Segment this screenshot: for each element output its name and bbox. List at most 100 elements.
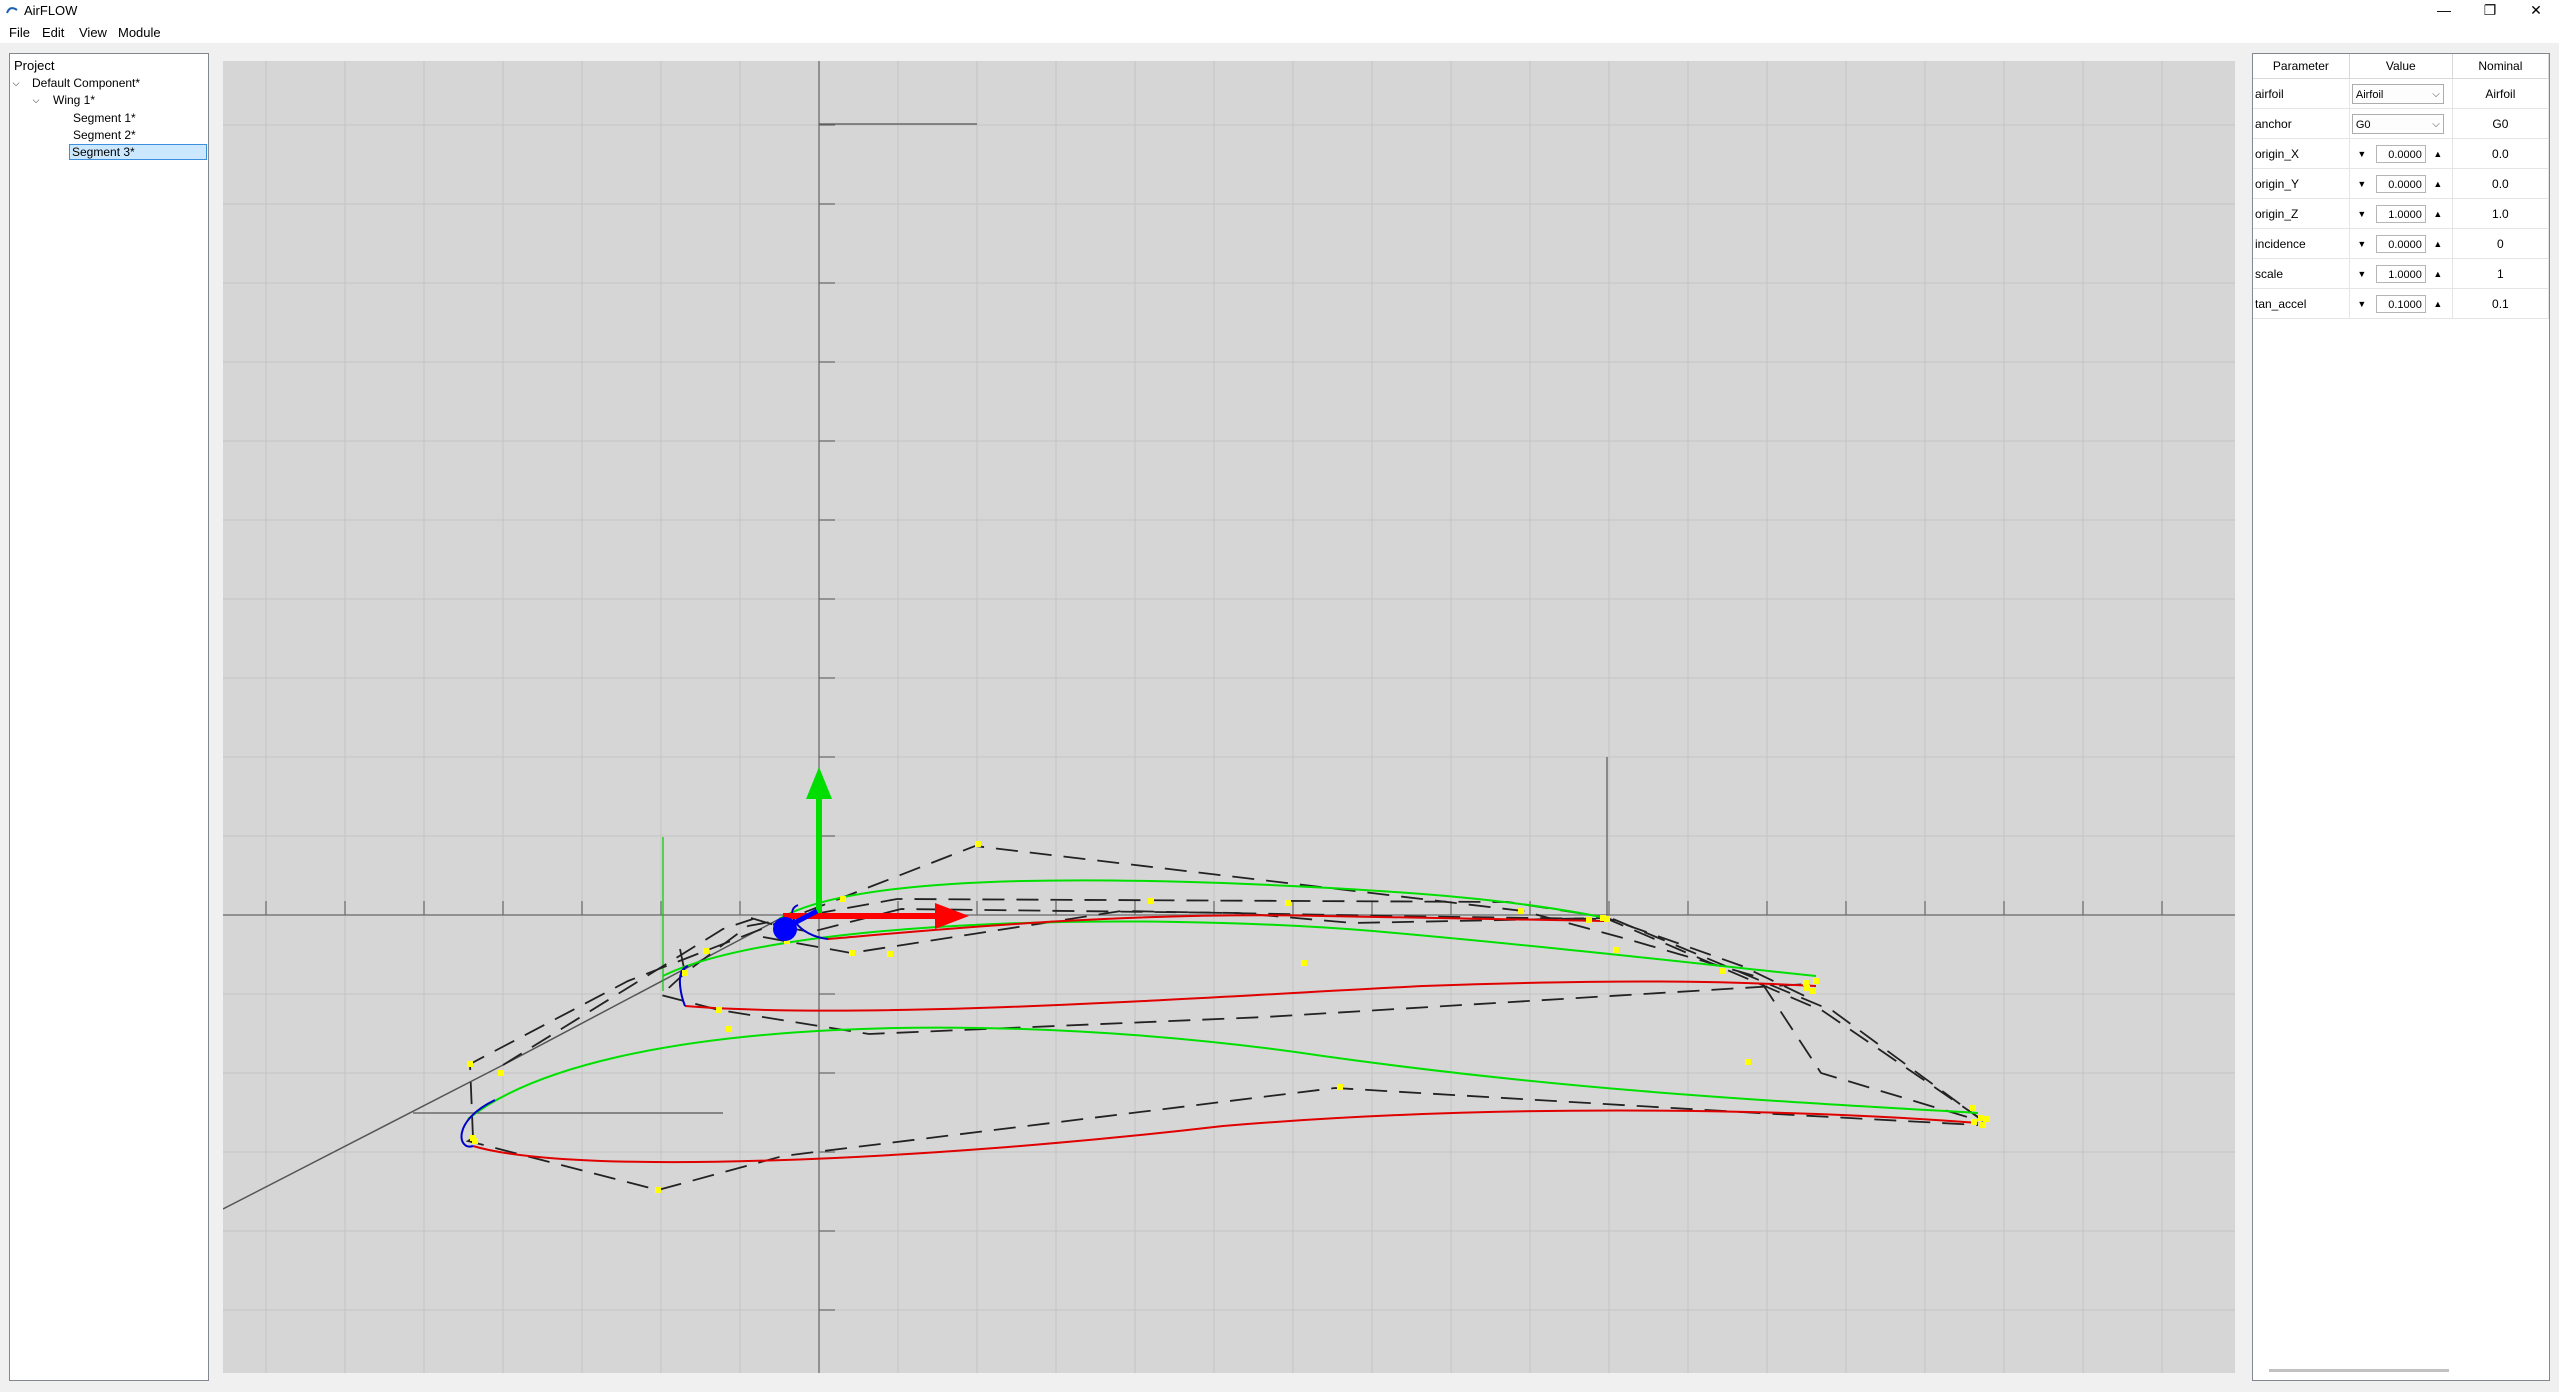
- column-header-parameter[interactable]: Parameter: [2253, 54, 2350, 79]
- control-point[interactable]: [1586, 917, 1592, 923]
- control-point[interactable]: [1518, 908, 1524, 914]
- chevron-down-icon[interactable]: ⌵: [32, 95, 40, 105]
- triangle-down-icon[interactable]: ▼: [2357, 298, 2367, 309]
- tan_accel-input[interactable]: 0.1000: [2375, 294, 2426, 313]
- tree-item-component[interactable]: Default Component*: [32, 76, 141, 90]
- triangle-up-icon[interactable]: ▲: [2433, 148, 2443, 159]
- param-row-origin_Y: origin_Y ▼ 0.0000 ▲ 0.0: [2253, 168, 2550, 199]
- menu-file[interactable]: File: [9, 25, 30, 40]
- control-point[interactable]: [716, 1007, 722, 1013]
- transform-gizmo[interactable]: [773, 767, 969, 941]
- control-point[interactable]: [1984, 1116, 1990, 1122]
- param-nominal: 0.0: [2452, 138, 2550, 169]
- triangle-down-icon[interactable]: ▼: [2357, 238, 2367, 249]
- param-nominal: 0: [2452, 228, 2550, 259]
- param-value-cell: ▼ 0.0000 ▲: [2349, 228, 2453, 259]
- control-point[interactable]: [1810, 988, 1816, 994]
- param-row-incidence: incidence ▼ 0.0000 ▲ 0: [2253, 228, 2550, 259]
- control-point[interactable]: [467, 1061, 473, 1067]
- control-point[interactable]: [726, 1026, 732, 1032]
- tree-item-segment-3[interactable]: Segment 3*: [69, 144, 207, 160]
- control-points[interactable]: [467, 841, 1990, 1193]
- param-name: anchor: [2253, 108, 2350, 139]
- tree-item-wing[interactable]: Wing 1*: [53, 93, 96, 107]
- airfoil-dropdown[interactable]: Airfoil ⌵: [2351, 83, 2444, 104]
- triangle-up-icon[interactable]: ▲: [2433, 298, 2443, 309]
- control-point[interactable]: [498, 1070, 504, 1076]
- origin_Z-input[interactable]: 1.0000: [2375, 204, 2426, 223]
- window-title: AirFLOW: [24, 3, 78, 18]
- chevron-down-icon: ⌵: [2432, 118, 2440, 130]
- column-header-nominal[interactable]: Nominal: [2452, 54, 2550, 79]
- 3d-viewport[interactable]: [223, 61, 2235, 1373]
- triangle-down-icon[interactable]: ▼: [2357, 148, 2367, 159]
- control-point[interactable]: [784, 938, 790, 944]
- control-point[interactable]: [1285, 900, 1291, 906]
- control-point[interactable]: [887, 951, 893, 957]
- gizmo-y-arrowhead[interactable]: [806, 767, 832, 799]
- param-row-scale: scale ▼ 1.0000 ▲ 1: [2253, 258, 2550, 289]
- tree-item-segment-1[interactable]: Segment 1*: [73, 111, 136, 125]
- menu-module[interactable]: Module: [118, 25, 161, 40]
- origin_X-input[interactable]: 0.0000: [2375, 144, 2426, 163]
- control-point[interactable]: [1337, 1084, 1343, 1090]
- gizmo-center[interactable]: [773, 917, 797, 941]
- tan_accel-spinbox[interactable]: ▼ 0.1000 ▲: [2352, 294, 2448, 314]
- control-point[interactable]: [1980, 1122, 1986, 1128]
- tree-item-segment-2[interactable]: Segment 2*: [73, 128, 136, 142]
- horizontal-scrollbar[interactable]: [2269, 1369, 2449, 1372]
- control-point[interactable]: [472, 1138, 478, 1144]
- column-header-value[interactable]: Value: [2349, 54, 2453, 79]
- control-point[interactable]: [1720, 968, 1726, 974]
- menu-edit[interactable]: Edit: [42, 25, 65, 40]
- triangle-down-icon[interactable]: ▼: [2357, 268, 2367, 279]
- scale-spinbox[interactable]: ▼ 1.0000 ▲: [2352, 264, 2448, 284]
- control-point[interactable]: [1803, 980, 1809, 986]
- incidence-input[interactable]: 0.0000: [2375, 234, 2426, 253]
- param-name: origin_Y: [2253, 168, 2350, 199]
- menu-view[interactable]: View: [79, 25, 107, 40]
- minimize-button[interactable]: —: [2437, 2, 2451, 18]
- control-point[interactable]: [840, 896, 846, 902]
- scale-input[interactable]: 1.0000: [2375, 264, 2426, 283]
- control-point[interactable]: [1970, 1105, 1976, 1111]
- restore-button[interactable]: ❐: [2483, 2, 2497, 18]
- control-point[interactable]: [703, 948, 709, 954]
- param-row-anchor: anchor G0 ⌵ G0: [2253, 108, 2550, 139]
- param-name: incidence: [2253, 228, 2350, 259]
- control-point[interactable]: [849, 950, 855, 956]
- origin_Y-input[interactable]: 0.0000: [2375, 174, 2426, 193]
- project-tree[interactable]: Project ⌵ Default Component* ⌵ Wing 1* S…: [9, 53, 209, 1381]
- param-value-cell: ▼ 1.0000 ▲: [2349, 258, 2453, 289]
- triangle-down-icon[interactable]: ▼: [2357, 178, 2367, 189]
- control-point[interactable]: [1301, 960, 1307, 966]
- origin_Z-spinbox[interactable]: ▼ 1.0000 ▲: [2352, 204, 2448, 224]
- param-value-cell: ▼ 0.0000 ▲: [2349, 168, 2453, 199]
- anchor-dropdown[interactable]: G0 ⌵: [2351, 113, 2444, 134]
- chevron-down-icon[interactable]: ⌵: [12, 78, 20, 88]
- triangle-up-icon[interactable]: ▲: [2433, 268, 2443, 279]
- gizmo-x-arrowhead[interactable]: [935, 903, 969, 929]
- control-point[interactable]: [975, 841, 981, 847]
- close-button[interactable]: ✕: [2530, 2, 2542, 18]
- incidence-spinbox[interactable]: ▼ 0.0000 ▲: [2352, 234, 2448, 254]
- control-point[interactable]: [1600, 915, 1606, 921]
- triangle-up-icon[interactable]: ▲: [2433, 208, 2443, 219]
- triangle-up-icon[interactable]: ▲: [2433, 238, 2443, 249]
- origin_Y-spinbox[interactable]: ▼ 0.0000 ▲: [2352, 174, 2448, 194]
- upper-surfaces: [467, 879, 1979, 1120]
- control-point[interactable]: [1745, 1059, 1751, 1065]
- origin_X-spinbox[interactable]: ▼ 0.0000 ▲: [2352, 144, 2448, 164]
- control-point[interactable]: [1813, 978, 1819, 984]
- control-point[interactable]: [1604, 916, 1610, 922]
- control-point[interactable]: [682, 970, 688, 976]
- control-point[interactable]: [1978, 1115, 1984, 1121]
- control-point[interactable]: [1148, 898, 1154, 904]
- control-point[interactable]: [1804, 985, 1810, 991]
- control-point[interactable]: [1971, 1119, 1977, 1125]
- control-point[interactable]: [655, 1187, 661, 1193]
- triangle-up-icon[interactable]: ▲: [2433, 178, 2443, 189]
- control-point[interactable]: [1613, 947, 1619, 953]
- triangle-down-icon[interactable]: ▼: [2357, 208, 2367, 219]
- viewport-canvas[interactable]: [223, 61, 2235, 1373]
